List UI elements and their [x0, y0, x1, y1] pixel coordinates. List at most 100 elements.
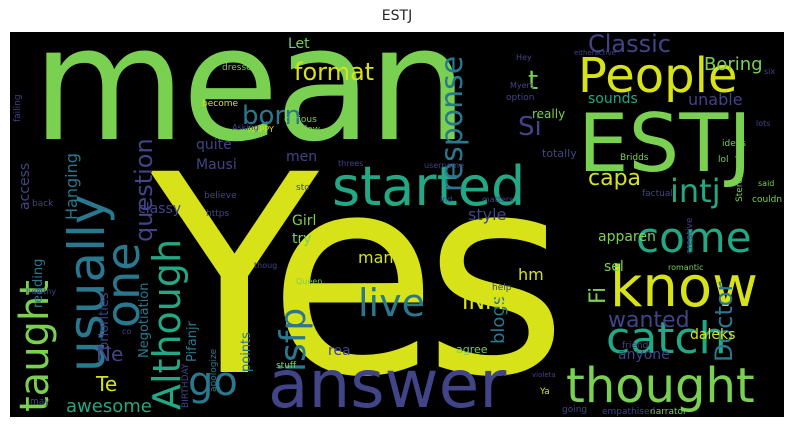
word-let: Let: [288, 36, 310, 52]
word-curious: curious: [284, 115, 317, 125]
word-help: help: [492, 283, 512, 293]
word-hey: Hey: [516, 53, 532, 62]
word-option: option: [506, 93, 535, 103]
word-quite: quite: [196, 137, 232, 153]
word-born: born: [242, 101, 302, 131]
word-stuff: stuff: [276, 361, 297, 371]
word-started: started: [332, 155, 526, 218]
word-awesome: awesome: [66, 396, 152, 417]
word-threes: threes: [338, 159, 364, 168]
word-may: may: [30, 397, 50, 407]
word-capa: capa: [588, 166, 642, 191]
word-myers: Myers: [510, 81, 535, 90]
word-totally: totally: [542, 147, 577, 160]
word-six: six: [764, 67, 776, 76]
word-men: men: [286, 149, 318, 165]
word-te: Te: [96, 372, 118, 396]
word-yes: Yes: [150, 117, 568, 417]
word-lots: lots: [756, 119, 771, 128]
word-si: Si: [518, 112, 542, 142]
word-become: become: [202, 99, 239, 109]
word-anyone: anyone: [618, 347, 670, 363]
word-factual: factual: [642, 189, 673, 199]
word-happy: HAPPY: [248, 125, 274, 134]
word-queen: Queen: [296, 277, 323, 286]
word-apparen: apparen: [598, 229, 656, 245]
word-asking: Asking: [232, 123, 259, 132]
word-fellow: Fellow: [292, 125, 321, 135]
word-reading: reading: [31, 258, 46, 308]
word-ind: ind: [440, 195, 453, 204]
word-know: know: [610, 255, 758, 320]
word-doctor: Doctor: [710, 281, 738, 362]
word-friend: friend: [622, 341, 649, 351]
word-intj: intj: [670, 172, 721, 210]
word-said: said: [758, 179, 775, 188]
chart-title: ESTJ: [381, 8, 413, 24]
word-rea: rea: [328, 343, 351, 359]
word-try: try: [292, 231, 312, 247]
word-catch: catch: [606, 313, 727, 364]
word-access: access: [17, 162, 33, 210]
word-go: go: [188, 359, 238, 405]
word-answer: answer: [268, 346, 507, 418]
word-wanted: wanted: [608, 308, 690, 333]
word-style: style: [468, 205, 507, 224]
word-hanging: Hanging: [62, 153, 81, 220]
word-believe: believe: [204, 191, 237, 201]
word-ideas: ideas: [722, 139, 746, 149]
word-matters: matters: [482, 195, 514, 204]
word-question: question: [130, 138, 158, 242]
word-going: going: [562, 405, 588, 415]
word-hm: hm: [518, 265, 544, 284]
word-people: People: [578, 48, 738, 104]
word-username: username: [424, 161, 464, 170]
word-classic: Classic: [588, 32, 672, 58]
word-thought: thought: [566, 358, 755, 414]
word-https: https: [206, 209, 230, 219]
word-mausi: Mausi: [196, 157, 237, 173]
word-romantic: romantic: [668, 263, 704, 272]
word-creative: creative: [685, 217, 695, 254]
word-empathised: empathised: [602, 407, 656, 417]
word-healthy: healthy: [26, 287, 57, 296]
word-daleks: daleks: [690, 327, 736, 343]
word-pifanjr: Pifanjr: [185, 321, 200, 362]
word-stereotyping: Stereotyping: [735, 144, 745, 202]
word-t: t: [528, 66, 539, 96]
word-eitheractive: eitheractive: [574, 49, 616, 57]
word-unable: unable: [688, 90, 743, 109]
word-negotiation: Negotiation: [137, 282, 152, 358]
word-response: response: [435, 55, 470, 192]
word-mean: mean: [32, 32, 468, 177]
word-infp: INFP: [462, 290, 511, 315]
word-dressed: dressed: [222, 63, 258, 73]
word-boring: Boring: [704, 54, 763, 75]
word-agree: agree: [456, 343, 488, 356]
word-lol: lol: [718, 155, 729, 165]
word-come: come: [636, 213, 752, 262]
word-ya: Ya: [540, 387, 550, 397]
word-really: really: [532, 107, 566, 121]
word-sto: sto: [296, 183, 310, 193]
word-sounds: sounds: [588, 91, 638, 107]
word-manip: manip: [358, 248, 409, 267]
word-couldn: couldn: [752, 195, 783, 205]
word-classy: classy: [138, 201, 182, 217]
word-ne: Ne: [96, 342, 124, 366]
word-sel: sel: [604, 259, 624, 275]
word-bridds: Bridds: [620, 153, 649, 163]
word-girl: Girl: [292, 213, 317, 229]
word-live: live: [358, 281, 425, 325]
word-estj: ESTJ: [578, 97, 752, 190]
word-thoug: thoug: [254, 261, 278, 270]
word-format: format: [294, 58, 375, 86]
word-narrator: narrator: [650, 407, 687, 417]
word-failing: failing: [13, 94, 23, 122]
word-fi: Fi: [586, 286, 611, 304]
word-co: co: [122, 327, 132, 336]
word-back: back: [32, 199, 54, 209]
word-points: points: [239, 332, 254, 372]
word-cloud: mean Yes answer People ESTJ started know…: [10, 32, 784, 417]
word-violeta: violeta: [532, 371, 556, 379]
